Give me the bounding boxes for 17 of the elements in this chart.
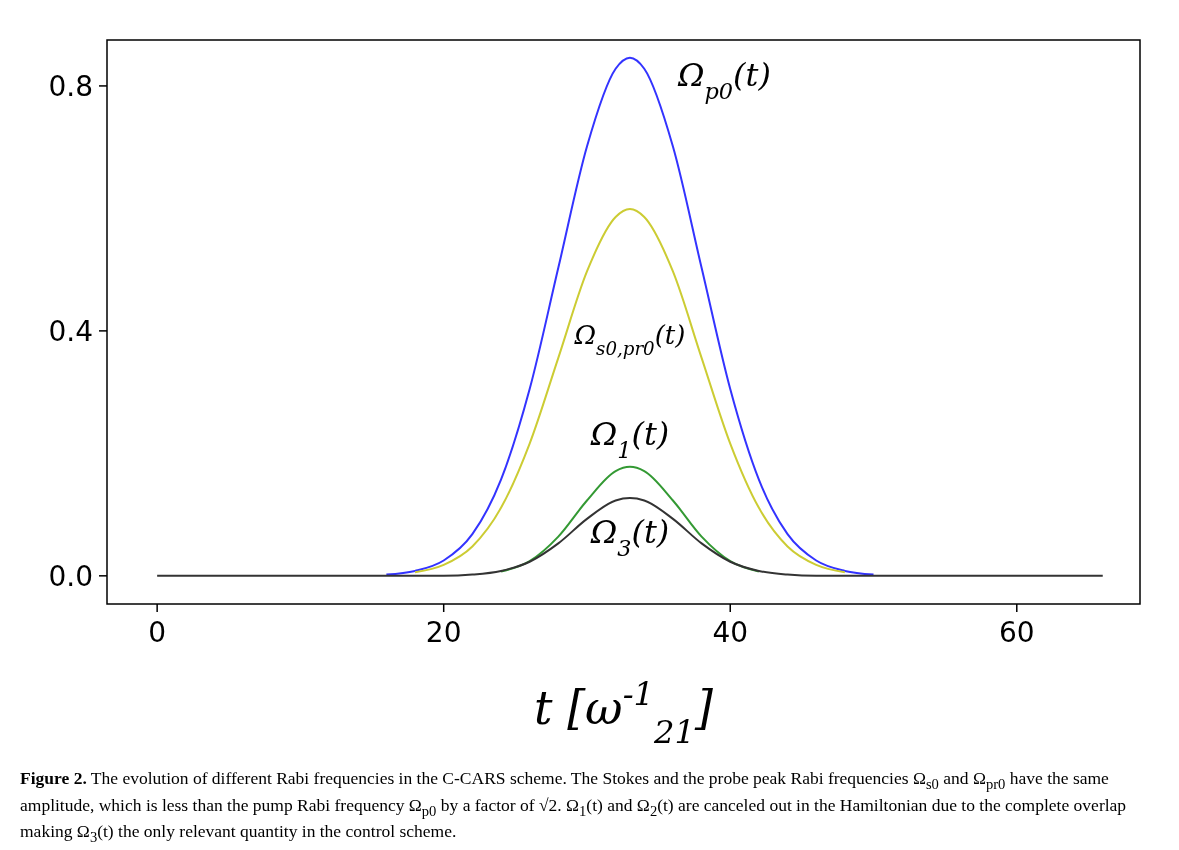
- line-series: [500, 465, 760, 573]
- x-axis-title: t [ω$^{-1}$$_{21}$]: [534, 675, 713, 751]
- line-series: [414, 208, 846, 574]
- x-tick-label: 0: [148, 616, 167, 649]
- y-tick-label: 0.8: [48, 69, 93, 103]
- x-tick-label: 20: [425, 616, 462, 649]
- y-tick-label: 0.4: [48, 314, 93, 348]
- y-tick-label: 0.0: [48, 559, 93, 593]
- series-label: Ω$_{s0,pr0}$(t): [573, 320, 686, 359]
- line-series: [156, 497, 1104, 577]
- x-tick-label: 60: [998, 616, 1035, 649]
- series-label: Ω$_{3}$(t): [589, 513, 670, 562]
- line-series: [385, 56, 875, 576]
- series-label: Ω$_{p0}$(t): [676, 55, 771, 104]
- text: Figure 2. The evolution of different Rabi frequencies in the C-CARS scheme. The Stokes and the probe peak Rabi frequencies Ω$_{s0}$ and Ω$_{pr0}$ have the same amplitude, which is less than the pump Rabi frequency Ω$_{p0}$ by a factor of √2. Ω$_{1}$(t) and Ω$_{2}$(t) are canceled out in the Hamiltonian due to the complete overlap making Ω$_{3}$(t) the only relevant quantity in the control scheme.: [20, 768, 1127, 845]
- series-label: Ω$_{1}$(t): [589, 414, 670, 463]
- x-tick-label: 40: [712, 616, 749, 649]
